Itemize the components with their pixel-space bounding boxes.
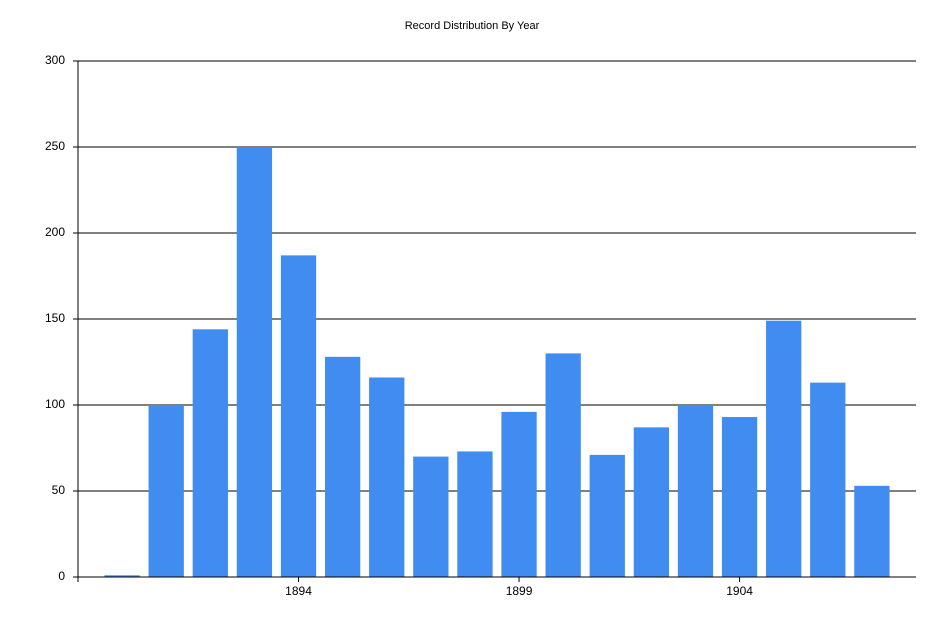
x-tick-label: 1904 (726, 584, 753, 598)
x-tick-label: 1894 (285, 584, 312, 598)
y-tick-label: 250 (45, 139, 65, 153)
bar (501, 411, 537, 577)
y-tick-label: 100 (45, 397, 65, 411)
bar (766, 320, 802, 577)
y-tick-label: 300 (45, 53, 65, 67)
bar (633, 427, 670, 577)
bar (413, 456, 449, 577)
y-tick-label: 50 (52, 483, 66, 497)
bar (677, 405, 714, 577)
bar (280, 255, 317, 578)
y-tick-label: 150 (45, 311, 65, 325)
chart-title: Record Distribution By Year (405, 20, 540, 32)
bar (721, 417, 758, 577)
bar (810, 382, 846, 577)
bar (545, 353, 581, 577)
bar (457, 451, 493, 577)
y-tick-label: 0 (58, 569, 65, 583)
y-tick-label: 200 (45, 225, 65, 239)
bar (104, 575, 140, 577)
bar (236, 147, 273, 577)
bar (192, 329, 228, 577)
bar (148, 405, 184, 577)
bar (854, 485, 890, 577)
bar (369, 377, 405, 577)
bar (324, 356, 361, 577)
bar (589, 454, 625, 577)
x-tick-label: 1899 (506, 584, 533, 598)
